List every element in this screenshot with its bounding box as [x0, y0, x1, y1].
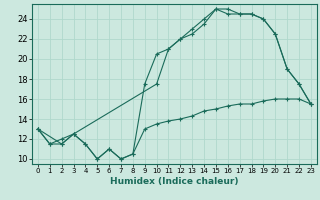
X-axis label: Humidex (Indice chaleur): Humidex (Indice chaleur) — [110, 177, 239, 186]
